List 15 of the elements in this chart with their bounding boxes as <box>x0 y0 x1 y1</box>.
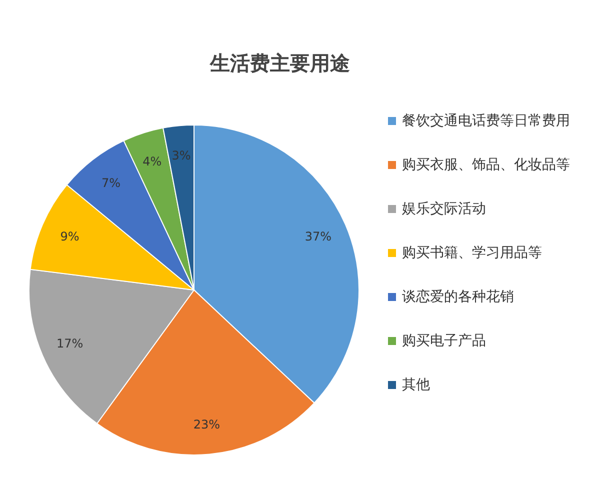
data-label: 4% <box>142 154 162 168</box>
chart-title: 生活费主要用途 <box>208 50 351 77</box>
data-label: 37% <box>304 229 332 244</box>
legend-label: 购买电子产品 <box>402 332 486 351</box>
legend-label: 餐饮交通电话费等日常费用 <box>402 112 570 131</box>
legend-label: 娱乐交际活动 <box>402 200 486 219</box>
data-label: 3% <box>172 148 191 162</box>
data-label: 23% <box>193 418 220 432</box>
legend-label: 购买衣服、饰品、化妆品等 <box>402 156 570 175</box>
legend-label: 购买书籍、学习用品等 <box>402 244 542 263</box>
data-label: 17% <box>56 336 84 351</box>
legend-label: 谈恋爱的各种花销 <box>402 288 514 307</box>
data-label: 9% <box>60 229 80 244</box>
legend-label: 其他 <box>402 376 430 395</box>
data-label: 7% <box>102 176 121 190</box>
